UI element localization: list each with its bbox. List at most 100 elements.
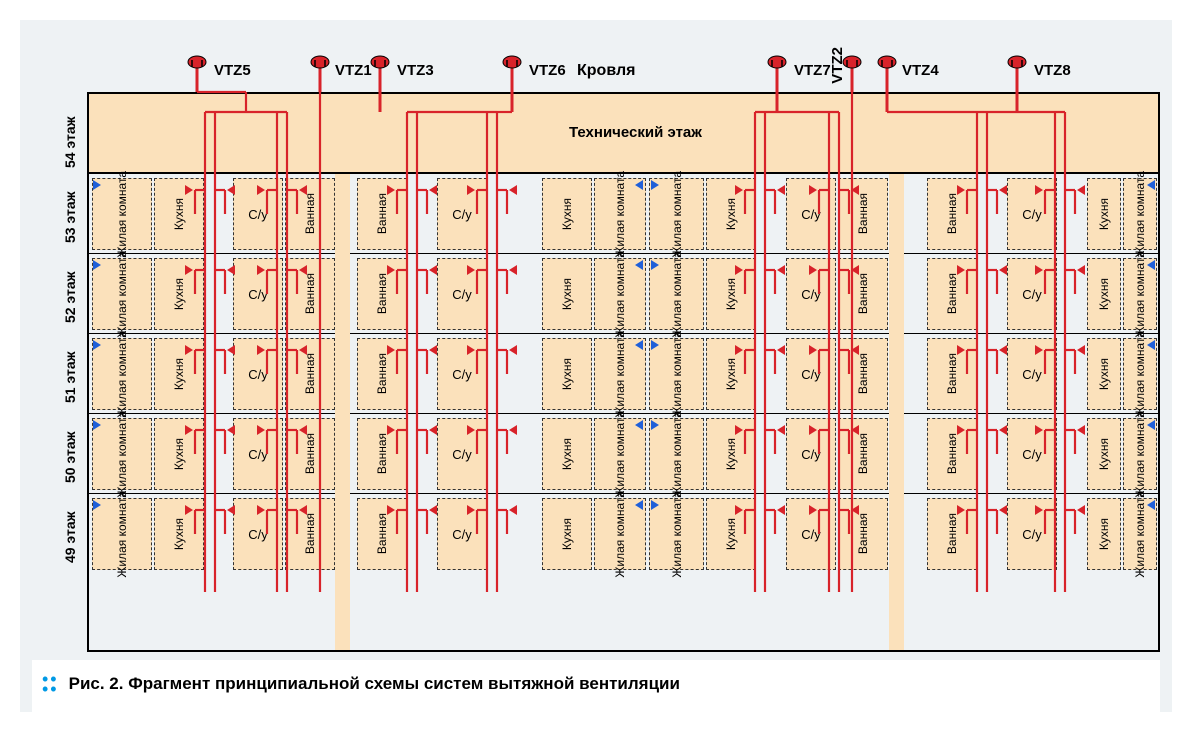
room-label: Жилая комната: [115, 411, 129, 498]
room-label: С/у: [801, 367, 821, 382]
caption-dots-icon: ••••: [42, 674, 59, 694]
room-cell: Жилая комната: [594, 498, 646, 570]
room-cell: Кухня: [1087, 418, 1121, 490]
room-label: С/у: [452, 447, 472, 462]
room-cell: С/у: [1007, 498, 1057, 570]
floor-label-54: 54 этаж: [62, 107, 82, 177]
room-cell: Жилая комната: [92, 498, 152, 570]
room-label: Ванная: [303, 513, 317, 554]
room-label: Кухня: [724, 438, 738, 470]
room-label: С/у: [452, 207, 472, 222]
room-cell: Жилая комната: [1123, 418, 1157, 490]
room-label: Жилая комната: [613, 171, 627, 258]
room-label: Ванная: [856, 193, 870, 234]
floor-label-52: 52 этаж: [62, 262, 82, 332]
room-label: Жилая комната: [670, 171, 684, 258]
room-label: Кухня: [1097, 278, 1111, 310]
room-label: Жилая комната: [115, 491, 129, 578]
room-label: Жилая комната: [115, 331, 129, 418]
room-label: Ванная: [945, 433, 959, 474]
room-cell: Кухня: [706, 498, 756, 570]
room-cell: Жилая комната: [649, 338, 704, 410]
room-label: Ванная: [375, 433, 389, 474]
room-label: С/у: [452, 527, 472, 542]
floor-label-49: 49 этаж: [62, 502, 82, 572]
room-label: Жилая комната: [115, 251, 129, 338]
room-cell: Жилая комната: [594, 178, 646, 250]
room-label: С/у: [801, 527, 821, 542]
room-cell: Жилая комната: [594, 258, 646, 330]
room-cell: Ванная: [838, 338, 888, 410]
room-label: Кухня: [560, 198, 574, 230]
room-cell: Кухня: [706, 258, 756, 330]
room-label: Ванная: [856, 353, 870, 394]
room-label: Кухня: [724, 278, 738, 310]
figure-container: VTZ5 VTZ1 VTZ3 VTZ6 Кровля VTZ7 VTZ2 VTZ…: [20, 20, 1172, 712]
room-cell: Кухня: [706, 418, 756, 490]
room-label: Жилая комната: [613, 331, 627, 418]
room-cell: Жилая комната: [594, 418, 646, 490]
room-cell: С/у: [1007, 418, 1057, 490]
vtz-label-4: VTZ4: [902, 62, 939, 79]
roof-title: Кровля: [577, 62, 635, 80]
room-label: Кухня: [172, 278, 186, 310]
room-label: Жилая комната: [613, 251, 627, 338]
vtz-label-2: VTZ2: [829, 47, 846, 84]
room-label: Кухня: [172, 518, 186, 550]
room-cell: Ванная: [927, 418, 977, 490]
room-label: Кухня: [1097, 198, 1111, 230]
room-label: Ванная: [303, 353, 317, 394]
room-label: С/у: [1022, 447, 1042, 462]
room-cell: С/у: [1007, 338, 1057, 410]
room-label: Жилая комната: [1133, 251, 1147, 338]
room-label: Жилая комната: [670, 491, 684, 578]
vtz-label-3: VTZ3: [397, 62, 434, 79]
room-label: С/у: [801, 447, 821, 462]
room-label: Ванная: [856, 513, 870, 554]
room-cell: Кухня: [542, 498, 592, 570]
vtz-label-8: VTZ8: [1034, 62, 1071, 79]
room-cell: Жилая комната: [649, 498, 704, 570]
room-cell: Жилая комната: [649, 178, 704, 250]
room-cell: Кухня: [1087, 498, 1121, 570]
room-label: Ванная: [375, 193, 389, 234]
room-cell: Кухня: [542, 418, 592, 490]
room-cell: Кухня: [154, 178, 204, 250]
caption-text: Рис. 2. Фрагмент принципиальной схемы си…: [69, 674, 680, 694]
room-label: Ванная: [375, 273, 389, 314]
vtz-label-7: VTZ7: [794, 62, 831, 79]
room-label: Кухня: [560, 438, 574, 470]
room-cell: Кухня: [542, 178, 592, 250]
room-label: С/у: [1022, 527, 1042, 542]
room-label: Ванная: [303, 433, 317, 474]
room-label: С/у: [248, 207, 268, 222]
room-cell: С/у: [1007, 258, 1057, 330]
room-cell: Жилая комната: [92, 258, 152, 330]
room-label: Кухня: [724, 198, 738, 230]
room-cell: Жилая комната: [649, 418, 704, 490]
room-label: Жилая комната: [613, 411, 627, 498]
room-label: С/у: [1022, 367, 1042, 382]
figure-label: Рис. 2.: [69, 674, 124, 693]
room-cell: Жилая комната: [92, 418, 152, 490]
room-cell: С/у: [233, 418, 283, 490]
room-cell: Ванная: [285, 258, 335, 330]
room-cell: Ванная: [927, 178, 977, 250]
building: Технический этаж Жилая комнатаКухняС/уВа…: [87, 92, 1160, 652]
room-cell: С/у: [233, 338, 283, 410]
room-cell: Жилая комната: [594, 338, 646, 410]
room-cell: Жилая комната: [92, 338, 152, 410]
figure-caption: Фрагмент принципиальной схемы систем выт…: [128, 674, 680, 693]
room-cell: С/у: [1007, 178, 1057, 250]
room-label: С/у: [248, 367, 268, 382]
room-cell: С/у: [786, 498, 836, 570]
room-cell: Жилая комната: [649, 258, 704, 330]
room-cell: Кухня: [1087, 258, 1121, 330]
room-label: Ванная: [375, 353, 389, 394]
room-label: Кухня: [560, 358, 574, 390]
room-cell: Ванная: [927, 258, 977, 330]
floor-label-50: 50 этаж: [62, 422, 82, 492]
room-cell: Кухня: [154, 498, 204, 570]
room-label: Кухня: [560, 518, 574, 550]
room-cell: С/у: [437, 258, 487, 330]
